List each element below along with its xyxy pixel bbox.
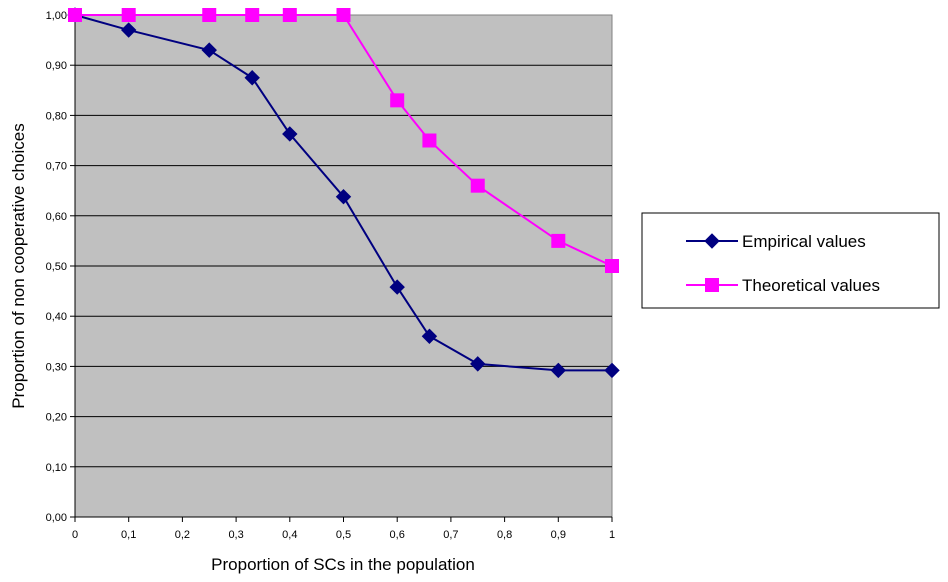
legend-marker bbox=[704, 233, 720, 249]
x-tick-label: 0,4 bbox=[282, 529, 297, 541]
data-point-theoretical bbox=[390, 93, 405, 108]
x-tick-label: 1 bbox=[609, 529, 615, 541]
data-point-empirical bbox=[550, 362, 567, 379]
x-tick-label: 0,1 bbox=[121, 529, 136, 541]
data-point-empirical bbox=[604, 362, 620, 379]
y-tick-label: 0,50 bbox=[46, 261, 67, 273]
data-point-theoretical bbox=[121, 8, 136, 22]
x-tick-labels: 0 0,1 0,2 0,3 0,4 0,5 0,6 0,7 0,8 0,9 1 bbox=[72, 529, 615, 541]
series-theoretical bbox=[68, 8, 619, 273]
data-point-empirical bbox=[120, 22, 137, 38]
data-point-empirical bbox=[201, 42, 217, 58]
data-point-theoretical bbox=[245, 8, 260, 22]
x-tick-label: 0,9 bbox=[551, 529, 566, 541]
y-tick-label: 0,60 bbox=[46, 211, 67, 223]
data-point-empirical bbox=[389, 279, 405, 295]
x-tick-label: 0,5 bbox=[336, 529, 351, 541]
data-point-empirical bbox=[244, 70, 260, 86]
data-point-theoretical bbox=[422, 133, 437, 148]
y-tick-label: 0,20 bbox=[46, 412, 67, 424]
y-tick-label: 0,40 bbox=[46, 311, 67, 323]
x-tick-label: 0,3 bbox=[228, 529, 243, 541]
data-point-theoretical bbox=[282, 8, 297, 22]
data-point-theoretical bbox=[202, 8, 217, 22]
y-axis-title: Proportion of non cooperative choices bbox=[9, 123, 28, 408]
data-point-empirical bbox=[470, 356, 486, 372]
data-point-empirical bbox=[421, 328, 438, 344]
legend-label: Empirical values bbox=[742, 232, 866, 251]
data-point-empirical bbox=[335, 189, 352, 205]
legend-marker bbox=[705, 278, 719, 292]
data-point-theoretical bbox=[336, 8, 351, 22]
data-point-theoretical bbox=[68, 8, 82, 22]
y-tick-label: 0,00 bbox=[46, 512, 67, 524]
data-point-theoretical bbox=[470, 178, 485, 193]
data-point-theoretical bbox=[551, 233, 566, 248]
legend-label: Theoretical values bbox=[742, 276, 880, 295]
series-group bbox=[67, 7, 620, 379]
x-axis-title: Proportion of SCs in the population bbox=[211, 555, 475, 574]
x-tick-label: 0,2 bbox=[175, 529, 190, 541]
y-tick-label: 0,90 bbox=[46, 60, 67, 72]
x-tick-label: 0,8 bbox=[497, 529, 512, 541]
legend-item-theoretical: Theoretical values bbox=[686, 276, 880, 295]
legend-item-empirical: Empirical values bbox=[686, 232, 866, 251]
y-tick-label: 0,80 bbox=[46, 110, 67, 122]
y-tick-label: 0,10 bbox=[46, 462, 67, 474]
legend: Empirical values Theoretical values bbox=[641, 212, 940, 309]
x-tick-label: 0,7 bbox=[443, 529, 458, 541]
y-tick-label: 0,30 bbox=[46, 361, 67, 373]
y-tick-labels: 0,00 0,10 0,20 0,30 0,40 0,50 0,60 0,70 0,80 0,90… bbox=[46, 10, 67, 524]
axes bbox=[70, 14, 613, 522]
y-tick-label: 1,00 bbox=[46, 10, 67, 22]
y-tick-label: 0,70 bbox=[46, 161, 67, 173]
data-point-theoretical bbox=[605, 259, 619, 273]
legend-box bbox=[641, 212, 940, 309]
x-tick-label: 0,6 bbox=[390, 529, 405, 541]
x-tick-label: 0 bbox=[72, 529, 78, 541]
data-point-empirical bbox=[282, 126, 298, 142]
